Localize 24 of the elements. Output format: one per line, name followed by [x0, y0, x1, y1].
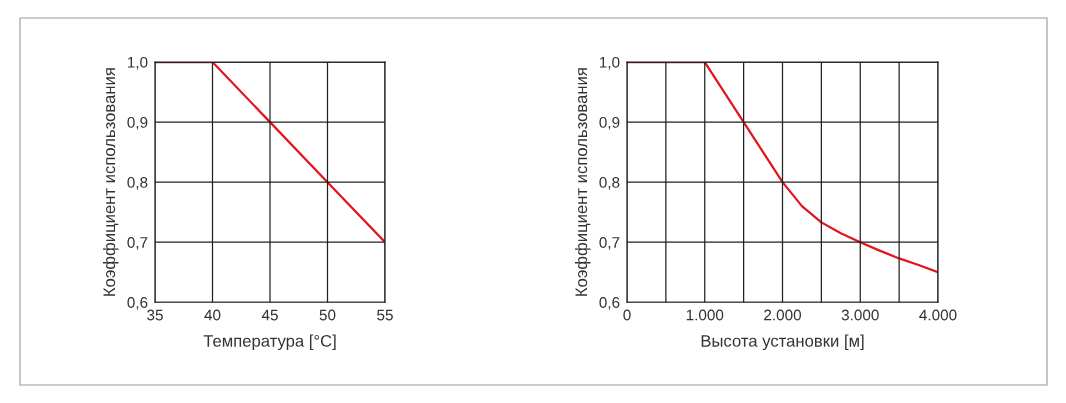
x-tick-label: 45 [261, 309, 278, 321]
x-tick-label: 2.000 [764, 309, 802, 321]
y-axis-title: Коэффициент использования [102, 68, 119, 296]
y-tick-label: 1,0 [599, 56, 620, 70]
x-tick-label: 55 [377, 309, 393, 321]
x-tick-label: 1.000 [686, 309, 724, 321]
x-tick-label: 50 [319, 309, 336, 321]
y-axis-title: Коэффициент использования [574, 68, 591, 296]
y-tick-label: 0,7 [127, 237, 148, 250]
x-axis-title: Температура [°C] [203, 334, 336, 351]
y-tick-label: 1,0 [127, 56, 148, 70]
y-tick-label: 0,9 [599, 116, 620, 130]
y-tick-label: 0,8 [127, 177, 148, 190]
y-tick-label: 0,9 [127, 116, 148, 130]
x-tick-label: 40 [204, 309, 221, 321]
x-tick-label: 35 [147, 309, 163, 321]
y-tick-label: 0,7 [599, 237, 620, 250]
x-axis-title: Высота установки [м] [701, 334, 864, 351]
x-tick-label: 3.000 [841, 309, 879, 321]
y-tick-label: 0,6 [127, 297, 148, 310]
x-tick-label: 0 [623, 309, 631, 321]
x-tick-label: 4.000 [919, 309, 957, 321]
y-tick-label: 0,6 [599, 297, 620, 310]
y-tick-label: 0,8 [599, 177, 620, 190]
